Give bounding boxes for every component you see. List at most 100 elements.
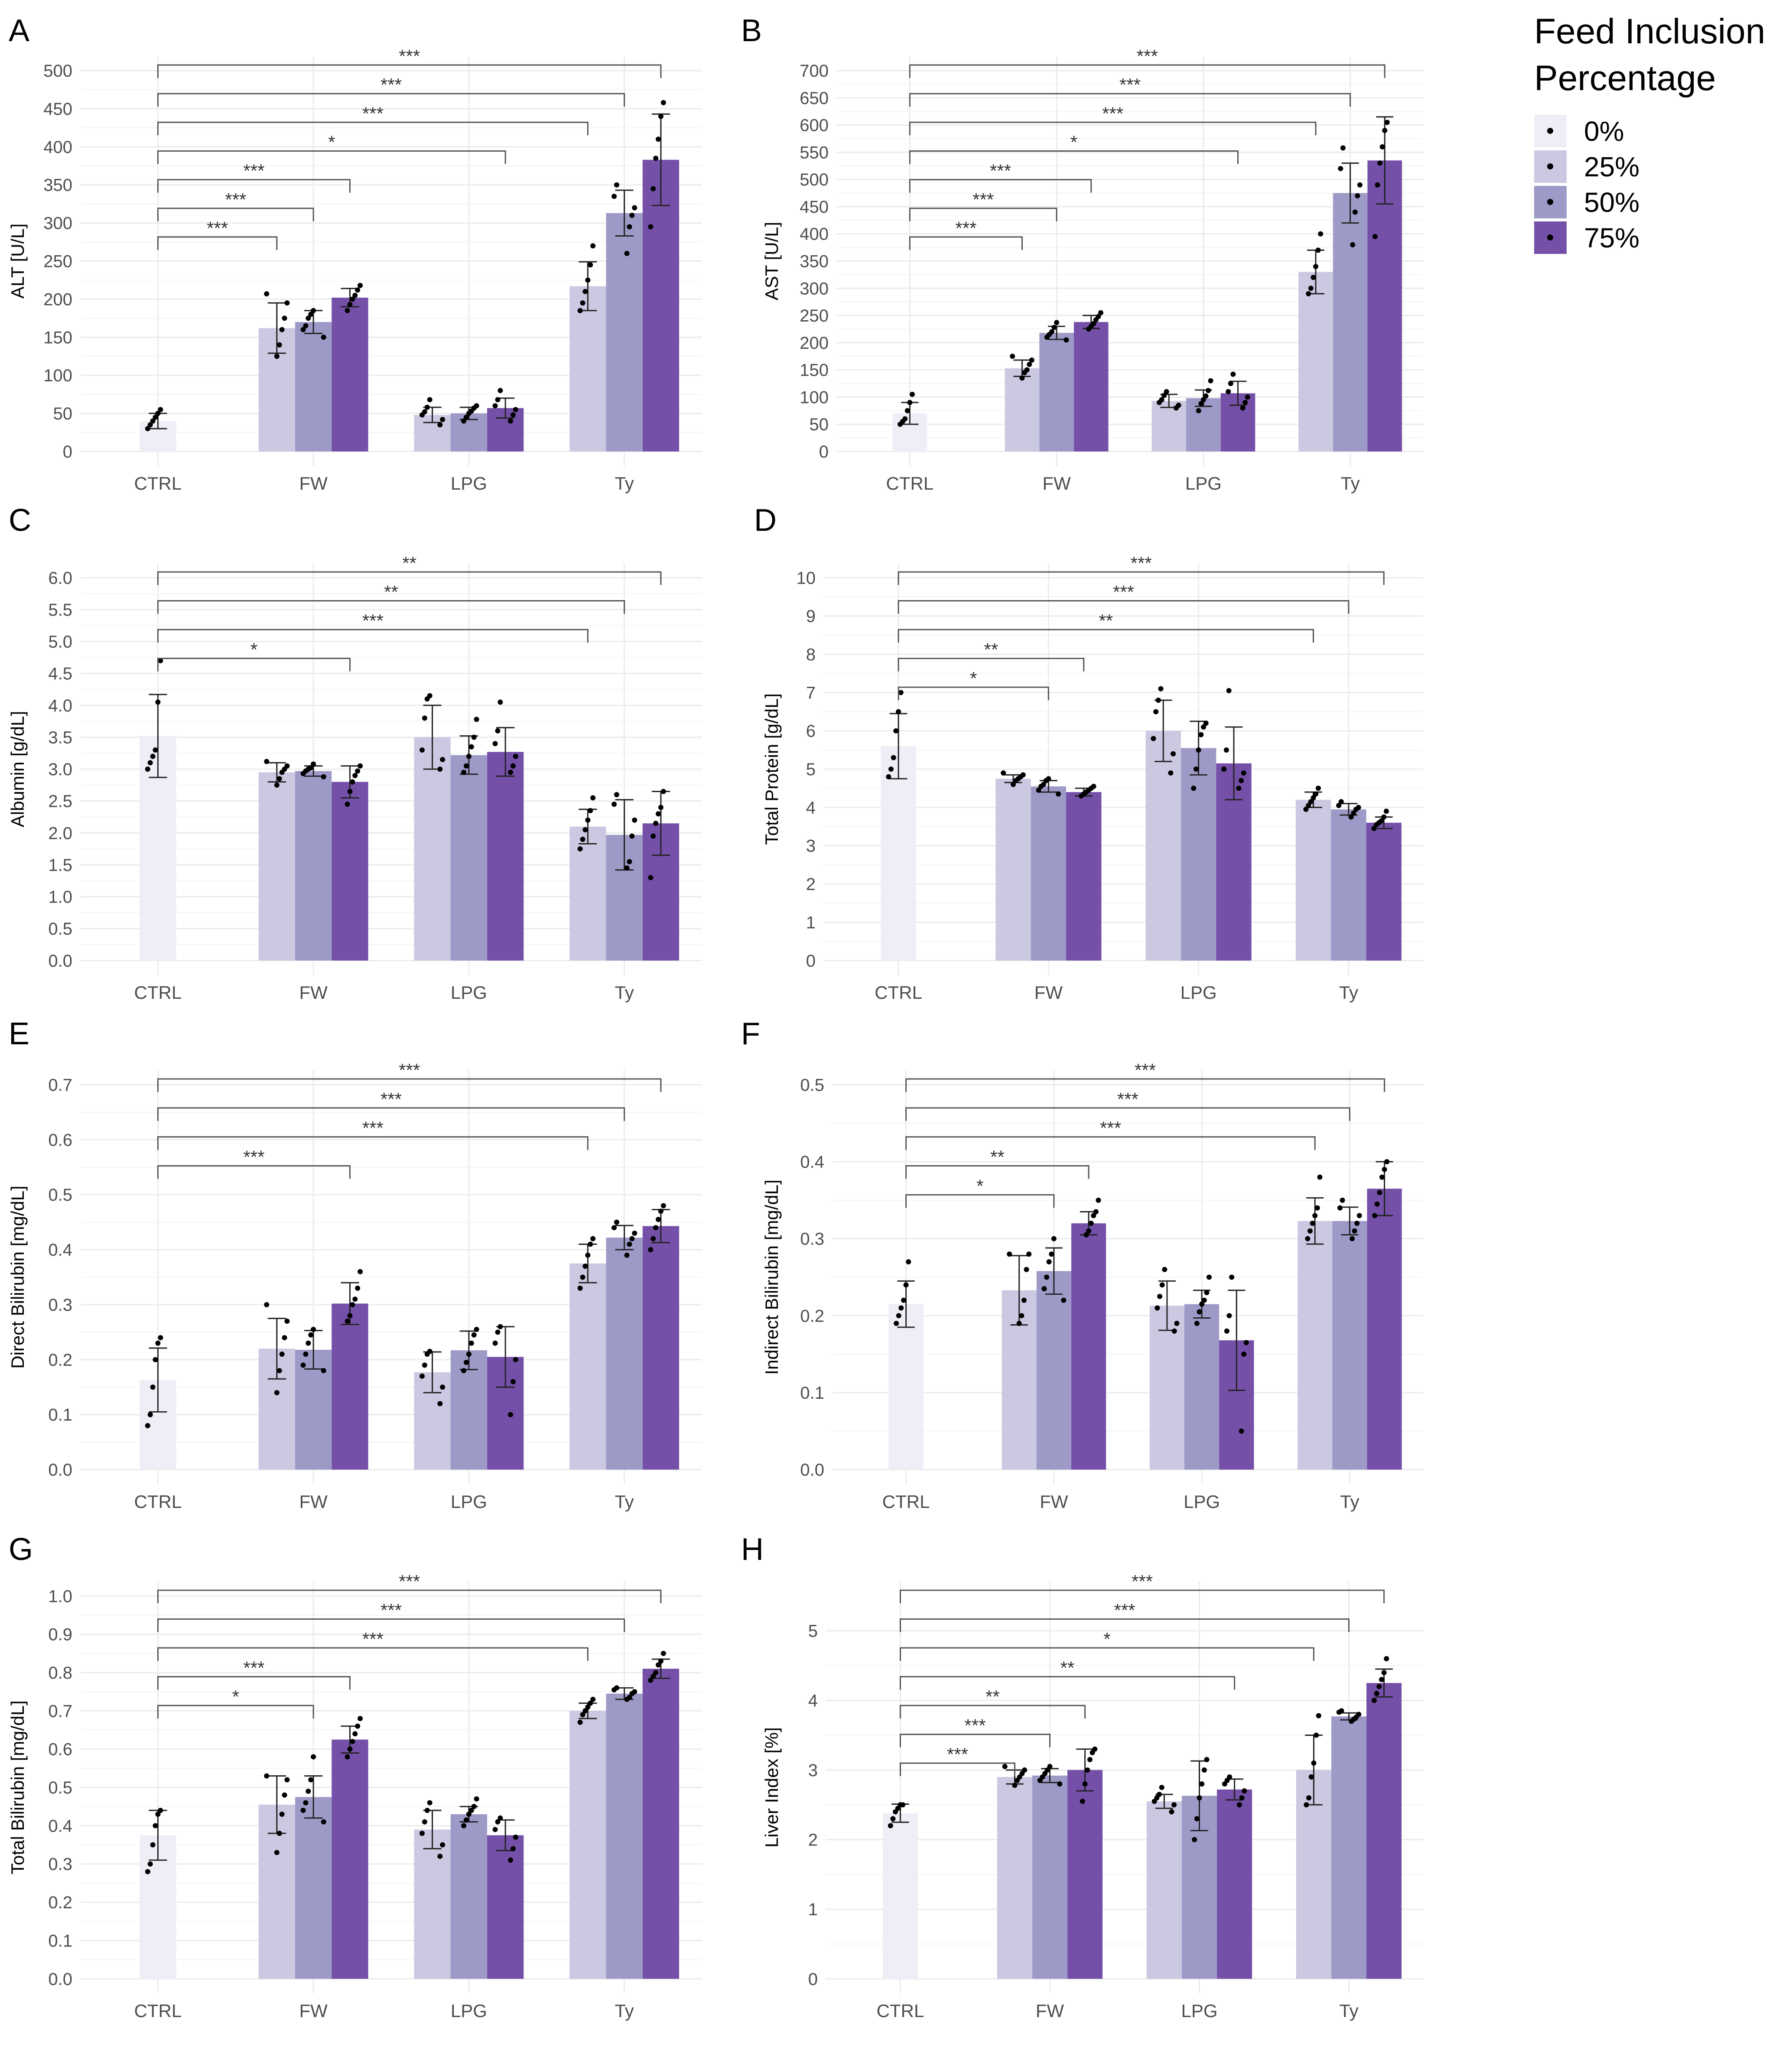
data-point	[907, 400, 913, 405]
data-point	[422, 409, 427, 415]
data-point	[1316, 1713, 1321, 1719]
bar	[1331, 1716, 1367, 1979]
significance-bracket: **	[900, 1658, 1236, 1690]
bar	[569, 286, 606, 452]
data-point	[1155, 1305, 1160, 1311]
data-point	[1242, 400, 1248, 405]
data-point	[896, 1313, 901, 1319]
x-tick-label: Ty	[1339, 2001, 1358, 2021]
data-point	[153, 1357, 158, 1362]
bracket-line	[157, 121, 589, 136]
data-point	[1161, 393, 1167, 398]
data-point	[1206, 1274, 1212, 1280]
y-tick-label: 0.3	[48, 1296, 72, 1315]
x-tick-label: FW	[299, 982, 328, 1003]
data-point	[276, 1368, 282, 1374]
data-point	[1199, 1301, 1205, 1307]
data-point	[890, 1816, 896, 1822]
x-tick-label: LPG	[451, 982, 487, 1003]
data-point	[282, 1335, 287, 1341]
data-point	[347, 789, 353, 794]
data-point	[358, 1269, 363, 1274]
significance-bracket: *	[157, 640, 351, 672]
y-tick-label: 5	[808, 1622, 818, 1641]
bar	[997, 1777, 1032, 1979]
data-point	[358, 1715, 363, 1721]
y-tick-label: 6.0	[48, 569, 72, 588]
data-point	[1016, 1321, 1022, 1326]
data-point	[150, 1842, 156, 1848]
data-point	[474, 403, 479, 409]
data-point	[577, 846, 583, 852]
y-tick-label: 50	[810, 415, 829, 434]
data-point	[1088, 1221, 1094, 1226]
significance-label: ***	[1100, 1118, 1121, 1138]
data-point	[513, 1357, 518, 1362]
significance-label: *	[1070, 132, 1077, 152]
y-tick-label: 0.4	[800, 1153, 824, 1172]
bracket-line	[900, 1734, 1050, 1748]
significance-label: ***	[1102, 103, 1123, 123]
y-tick-label: 9	[806, 607, 816, 626]
data-point	[1377, 160, 1383, 166]
data-point	[1339, 1708, 1344, 1714]
bracket-line	[898, 600, 1350, 614]
data-point	[155, 699, 161, 705]
y-tick-label: 3	[808, 1761, 818, 1780]
data-point	[1164, 389, 1169, 394]
data-point	[345, 801, 350, 807]
significance-label: ***	[1131, 553, 1152, 573]
data-point	[1226, 1313, 1232, 1319]
y-tick-label: 8	[806, 645, 816, 664]
y-axis-title: Liver Index [%]	[761, 1727, 782, 1848]
significance-bracket: ***	[157, 189, 314, 221]
legend-title-line2: Percentage	[1534, 58, 1716, 98]
y-tick-label: 7	[806, 683, 816, 702]
data-point	[1379, 1677, 1384, 1683]
bar	[1151, 401, 1187, 452]
data-point	[1049, 329, 1054, 335]
data-point	[1349, 1236, 1355, 1241]
data-point	[510, 1379, 516, 1384]
bar	[450, 755, 488, 961]
data-point	[894, 1321, 899, 1326]
data-point	[1226, 688, 1232, 693]
panel-letter-E: E	[9, 1017, 29, 1051]
bracket-line	[157, 1589, 662, 1603]
data-point	[650, 1236, 656, 1241]
data-point	[1230, 371, 1236, 377]
bracket-line	[157, 1078, 662, 1092]
data-point	[1197, 1795, 1202, 1801]
legend-item-3: 75%	[1534, 221, 1639, 254]
panel-B: B 0 50 100 150 200 250 300 350 400 450 500 550 600 650…	[741, 13, 1424, 494]
y-tick-label: 400	[43, 138, 72, 157]
bar	[569, 1263, 606, 1470]
significance-bracket: ***	[157, 1658, 351, 1690]
significance-label: ***	[399, 46, 420, 66]
data-point	[495, 728, 501, 734]
data-point	[1155, 697, 1161, 703]
data-point	[1376, 1684, 1382, 1689]
y-tick-label: 500	[43, 62, 72, 81]
panel-G: G 0.0 0.1 0.2 0.3 0.4 0.5 0.6 0.7 0.8 0.9 1.0 CTRL FW…	[7, 1532, 702, 2021]
significance-bracket: *	[905, 1176, 1055, 1208]
data-point	[1092, 1746, 1098, 1752]
x-tick-label: FW	[299, 473, 328, 494]
x-tick-label: FW	[1034, 982, 1063, 1003]
data-point	[345, 1319, 350, 1324]
significance-bracket: ***	[157, 611, 589, 643]
data-point	[321, 774, 326, 780]
data-point	[1171, 1802, 1177, 1808]
data-point	[614, 182, 619, 188]
legend: Feed Inclusion Percentage 0% 25% 50% 75%	[1534, 12, 1765, 254]
data-point	[648, 224, 654, 230]
data-point	[624, 1252, 630, 1258]
x-tick-label: CTRL	[877, 2001, 924, 2021]
significance-label: ***	[990, 161, 1011, 181]
data-point	[1204, 1290, 1210, 1296]
data-point	[1224, 1328, 1229, 1334]
data-point	[1046, 776, 1051, 782]
data-point	[1379, 1174, 1385, 1180]
data-point	[1002, 1764, 1008, 1769]
